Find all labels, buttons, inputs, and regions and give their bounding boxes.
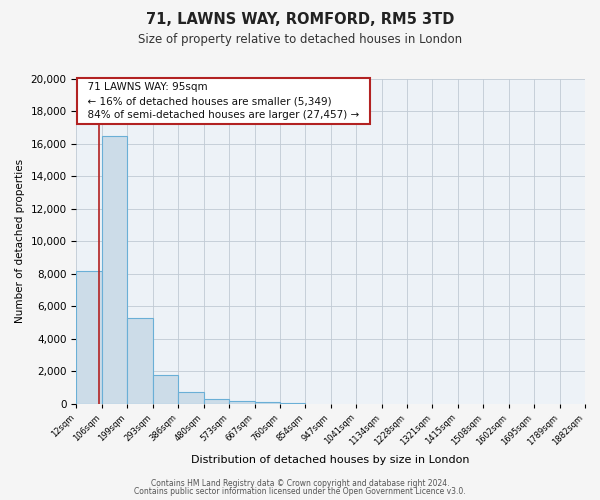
Text: Size of property relative to detached houses in London: Size of property relative to detached ho… <box>138 32 462 46</box>
Bar <box>229 401 254 404</box>
Bar <box>153 375 178 404</box>
Bar <box>280 403 305 404</box>
Text: Contains HM Land Registry data © Crown copyright and database right 2024.: Contains HM Land Registry data © Crown c… <box>151 478 449 488</box>
Text: Contains public sector information licensed under the Open Government Licence v3: Contains public sector information licen… <box>134 487 466 496</box>
Text: 71 LAWNS WAY: 95sqm  
  ← 16% of detached houses are smaller (5,349)  
  84% of : 71 LAWNS WAY: 95sqm ← 16% of detached ho… <box>82 82 366 120</box>
Bar <box>203 398 229 404</box>
Bar <box>76 270 102 404</box>
Bar <box>102 136 127 404</box>
X-axis label: Distribution of detached houses by size in London: Distribution of detached houses by size … <box>191 455 470 465</box>
Y-axis label: Number of detached properties: Number of detached properties <box>15 159 25 324</box>
Bar <box>127 318 153 404</box>
Bar <box>178 392 203 404</box>
Text: 71, LAWNS WAY, ROMFORD, RM5 3TD: 71, LAWNS WAY, ROMFORD, RM5 3TD <box>146 12 454 28</box>
Bar <box>254 402 280 404</box>
